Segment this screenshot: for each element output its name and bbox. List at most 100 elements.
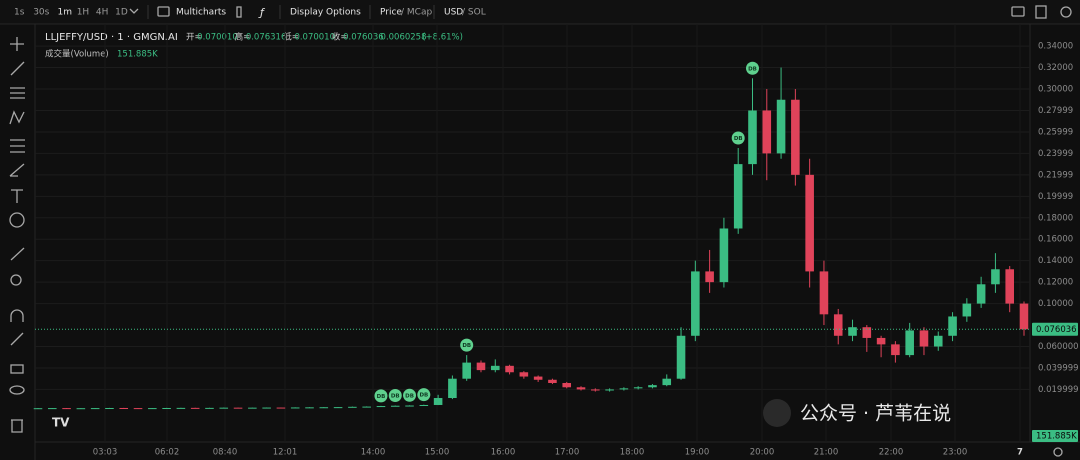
y-tick-label: 0.18000 (1038, 213, 1073, 223)
candle-body (505, 365, 514, 373)
y-tick-label: 0.32000 (1038, 63, 1073, 73)
trade-marker[interactable] (731, 131, 745, 145)
candle-body (533, 376, 543, 380)
candle-body (448, 378, 457, 399)
lock-tool[interactable] (10, 364, 24, 374)
forecast-tool[interactable] (10, 139, 25, 153)
candle-body (976, 284, 986, 304)
candle-body (362, 406, 371, 408)
y-tick-label: 0.34000 (1038, 42, 1073, 52)
interval-button[interactable]: 1H (77, 8, 90, 18)
candle-body (919, 330, 929, 347)
candle-body (891, 344, 900, 356)
x-tick-label: 03:03 (93, 448, 118, 458)
settings-icon[interactable] (1060, 6, 1072, 18)
function-icon[interactable]: ƒ (258, 6, 266, 19)
fullscreen-icon[interactable] (1035, 5, 1047, 19)
trendline-tool[interactable] (10, 61, 25, 76)
trade-marker-label[interactable]: DB (748, 66, 757, 72)
y-tick-label: 0.10000 (1038, 299, 1073, 309)
candle-body (405, 405, 414, 407)
candle-body (90, 408, 100, 410)
y-tick-label: 0.16000 (1038, 235, 1073, 245)
x-tick-label: 21:00 (814, 448, 839, 458)
candle-body (619, 388, 629, 390)
magnet-tool[interactable] (10, 309, 24, 322)
candle-body (933, 335, 943, 347)
trade-marker[interactable] (417, 388, 431, 402)
ohlc-label: 高= (235, 32, 251, 43)
candle-body (833, 314, 843, 336)
candle-body (433, 398, 443, 405)
trade-marker-label[interactable]: DB (462, 343, 471, 349)
stay-drawing-tool[interactable] (10, 332, 24, 346)
trade-marker[interactable] (460, 338, 474, 352)
trade-marker[interactable] (403, 388, 417, 402)
text-tool[interactable] (11, 189, 23, 203)
trade-marker-label[interactable]: DB (377, 394, 386, 400)
trade-marker-label[interactable]: DB (391, 394, 400, 400)
interval-button[interactable]: 1D (115, 8, 128, 18)
screenshot-icon[interactable] (1011, 6, 1025, 17)
volume-label: 成交量(Volume) (45, 49, 109, 60)
auto-scale[interactable] (1053, 447, 1063, 457)
candle-body (276, 407, 286, 409)
remove-tool[interactable] (11, 419, 23, 433)
interval-button[interactable]: 1m (58, 8, 73, 18)
sol-toggle[interactable]: / SOL (462, 8, 486, 18)
ruler-tool[interactable] (10, 247, 25, 261)
y-tick-label: 0.27999 (1038, 106, 1073, 116)
candle-body (762, 110, 772, 154)
grid (35, 24, 1030, 442)
ohlc-legend: 开=0.070010高=0.076316低=0.070010收=0.076036… (186, 32, 463, 43)
multicharts-button[interactable]: Multicharts (176, 8, 226, 18)
last-price-tag (1032, 322, 1078, 336)
candle-body (76, 408, 86, 410)
trade-marker[interactable] (745, 61, 759, 75)
candle-body (148, 408, 157, 410)
candle-body (691, 271, 700, 336)
trade-marker[interactable] (388, 389, 402, 403)
crosshair-tool[interactable] (10, 37, 24, 51)
pattern-tool[interactable] (9, 110, 25, 125)
trade-marker[interactable] (374, 389, 388, 403)
ohlc-value: 0.076316 (246, 33, 287, 43)
candle-body (733, 164, 743, 229)
x-tick-label: 12:01 (273, 448, 298, 458)
trade-marker-label[interactable]: DB (734, 136, 743, 142)
x-tick-label: 06:02 (155, 448, 180, 458)
interval-button[interactable]: 30s (33, 8, 49, 18)
candle-body (576, 387, 586, 390)
display-options-button[interactable]: Display Options (290, 8, 361, 18)
mcap-toggle[interactable]: / MCap (401, 8, 432, 18)
indicator-icon[interactable] (236, 6, 242, 18)
interval-button[interactable]: 4H (96, 8, 109, 18)
candle-body (33, 408, 43, 410)
watermark: 公众号 · 芦苇在说 (800, 403, 951, 425)
emoji-tool[interactable] (9, 212, 25, 228)
trade-marker-label[interactable]: DB (405, 393, 414, 399)
ohlc-value: 0.070010 (294, 33, 335, 43)
multicharts-icon[interactable] (157, 6, 170, 17)
candle-body (705, 271, 714, 283)
brush-tool[interactable] (9, 163, 25, 177)
zoom-tool[interactable] (10, 274, 22, 286)
interval-button[interactable]: 1s (14, 8, 25, 18)
axes: 0.34000 0.32000 0.30000 0.27999 0.25999 0.239… (35, 42, 1079, 458)
y-tick-label: 0.14000 (1038, 256, 1073, 266)
candle-body (119, 407, 129, 409)
interval-dropdown[interactable] (129, 8, 139, 14)
ohlc-value: 0.070010 (197, 33, 238, 43)
usd-toggle[interactable]: USD (444, 8, 463, 18)
candle-body (662, 378, 672, 386)
fib-tool[interactable] (10, 87, 25, 99)
trade-marker-label[interactable]: DB (419, 393, 428, 399)
volume-tag (1032, 430, 1078, 442)
candle-body (190, 407, 200, 409)
price-toggle[interactable]: Price (380, 8, 402, 18)
change-percent: (+8.61%) (422, 33, 463, 43)
candle-body (462, 362, 471, 379)
logo: TV (52, 416, 70, 430)
hide-tool[interactable] (9, 385, 25, 395)
